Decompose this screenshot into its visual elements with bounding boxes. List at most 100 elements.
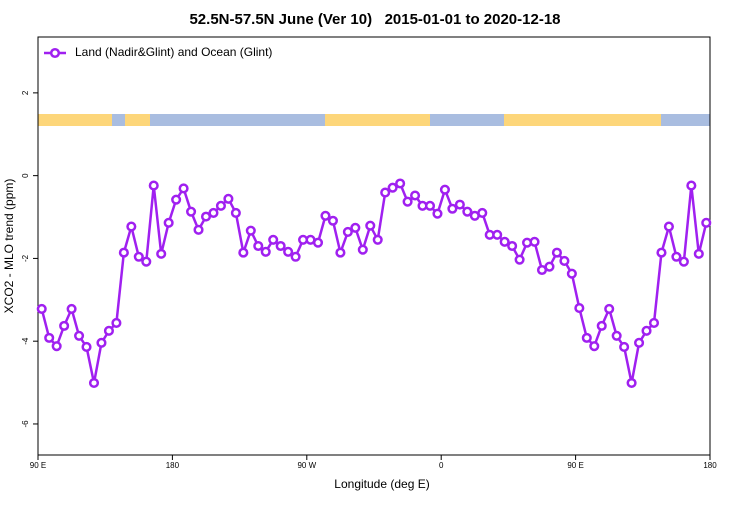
data-point [634, 337, 645, 348]
data-point [215, 200, 226, 211]
data-point [320, 210, 331, 221]
data-point [245, 225, 256, 236]
y-tick-label: 0 [21, 173, 30, 178]
data-point [574, 303, 585, 314]
land-ocean-strip [38, 114, 710, 126]
data-point [447, 203, 458, 214]
y-axis-label: XCO2 - MLO trend (ppm) [2, 179, 16, 314]
legend-marker [49, 47, 61, 59]
x-tick-label: 90 E [567, 461, 583, 470]
data-point [163, 217, 174, 228]
data-point [380, 187, 391, 198]
data-point [410, 190, 421, 201]
data-point [290, 251, 301, 262]
data-point [208, 207, 219, 218]
data-point [141, 256, 152, 267]
data-point [51, 341, 62, 352]
data-point [335, 247, 346, 258]
data-point [499, 236, 510, 247]
data-point [268, 234, 279, 245]
data-point [424, 200, 436, 211]
data-point [641, 325, 652, 336]
data-point [387, 182, 398, 193]
data-point [462, 206, 473, 217]
x-axis-label: Longitude (deg E) [334, 477, 429, 491]
data-point [402, 196, 413, 207]
data-point [148, 180, 159, 191]
data-point [200, 211, 212, 222]
data-point [103, 325, 114, 336]
chart-title: 52.5N-57.5N June (Ver 10) 2015-01-01 to … [189, 11, 560, 28]
x-tick-label: 0 [439, 461, 444, 470]
data-point [432, 208, 443, 219]
data-point [656, 247, 667, 258]
data-point [230, 207, 241, 218]
data-point [193, 224, 204, 235]
data-point [395, 178, 406, 189]
data-point [477, 207, 488, 218]
data-point [260, 246, 271, 257]
data-point [701, 217, 712, 228]
x-tick-label: 90 W [297, 461, 316, 470]
data-point [529, 236, 540, 247]
y-tick-label: -4 [21, 337, 30, 345]
data-point [551, 247, 562, 258]
data-point [223, 193, 234, 204]
data-point [596, 320, 607, 331]
data-point [514, 254, 525, 265]
data-point [686, 180, 697, 191]
data-point [283, 246, 294, 257]
data-point [44, 332, 55, 343]
data-point [372, 234, 383, 245]
x-tick-label: 90 E [30, 461, 46, 470]
data-point [350, 222, 361, 233]
legend-label: Land (Nadir&Glint) and Ocean (Glint) [75, 45, 272, 59]
data-point [36, 303, 47, 314]
data-point [133, 251, 144, 262]
data-point [626, 377, 637, 389]
data-point [507, 240, 518, 252]
data-point [619, 341, 630, 353]
data-point [59, 320, 70, 331]
data-point [492, 229, 503, 240]
data-point [312, 237, 324, 248]
data-point [581, 332, 592, 343]
data-point [275, 240, 286, 252]
data-point [118, 247, 129, 258]
data-point [186, 206, 197, 217]
data-point [365, 220, 376, 231]
x-tick-label: 180 [166, 461, 180, 470]
y-tick-label: 2 [21, 90, 30, 95]
data-point [253, 240, 264, 252]
series-line [40, 181, 708, 384]
data-point [178, 183, 189, 194]
data-point [693, 248, 704, 259]
data-point [604, 303, 615, 314]
data-point [671, 251, 682, 262]
data-point [454, 199, 465, 210]
data-point [544, 261, 555, 272]
data-point [589, 341, 600, 352]
data-point [156, 248, 167, 259]
y-tick-label: -2 [21, 254, 30, 262]
data-point [678, 256, 689, 267]
data-point [611, 330, 622, 341]
data-point [88, 377, 100, 389]
data-point [126, 221, 137, 232]
data-point [81, 341, 92, 353]
data-point [357, 244, 368, 255]
plot-frame [37, 36, 711, 456]
y-tick-label: -6 [21, 420, 30, 428]
data-point [342, 226, 353, 237]
data-point [238, 247, 249, 258]
data-point [439, 184, 450, 195]
data-point [111, 317, 122, 329]
data-point [74, 330, 85, 341]
data-point [648, 317, 660, 329]
data-point [559, 255, 570, 266]
data-point [96, 337, 107, 348]
data-point [663, 221, 674, 232]
data-point [566, 268, 577, 279]
data-point [327, 215, 338, 226]
